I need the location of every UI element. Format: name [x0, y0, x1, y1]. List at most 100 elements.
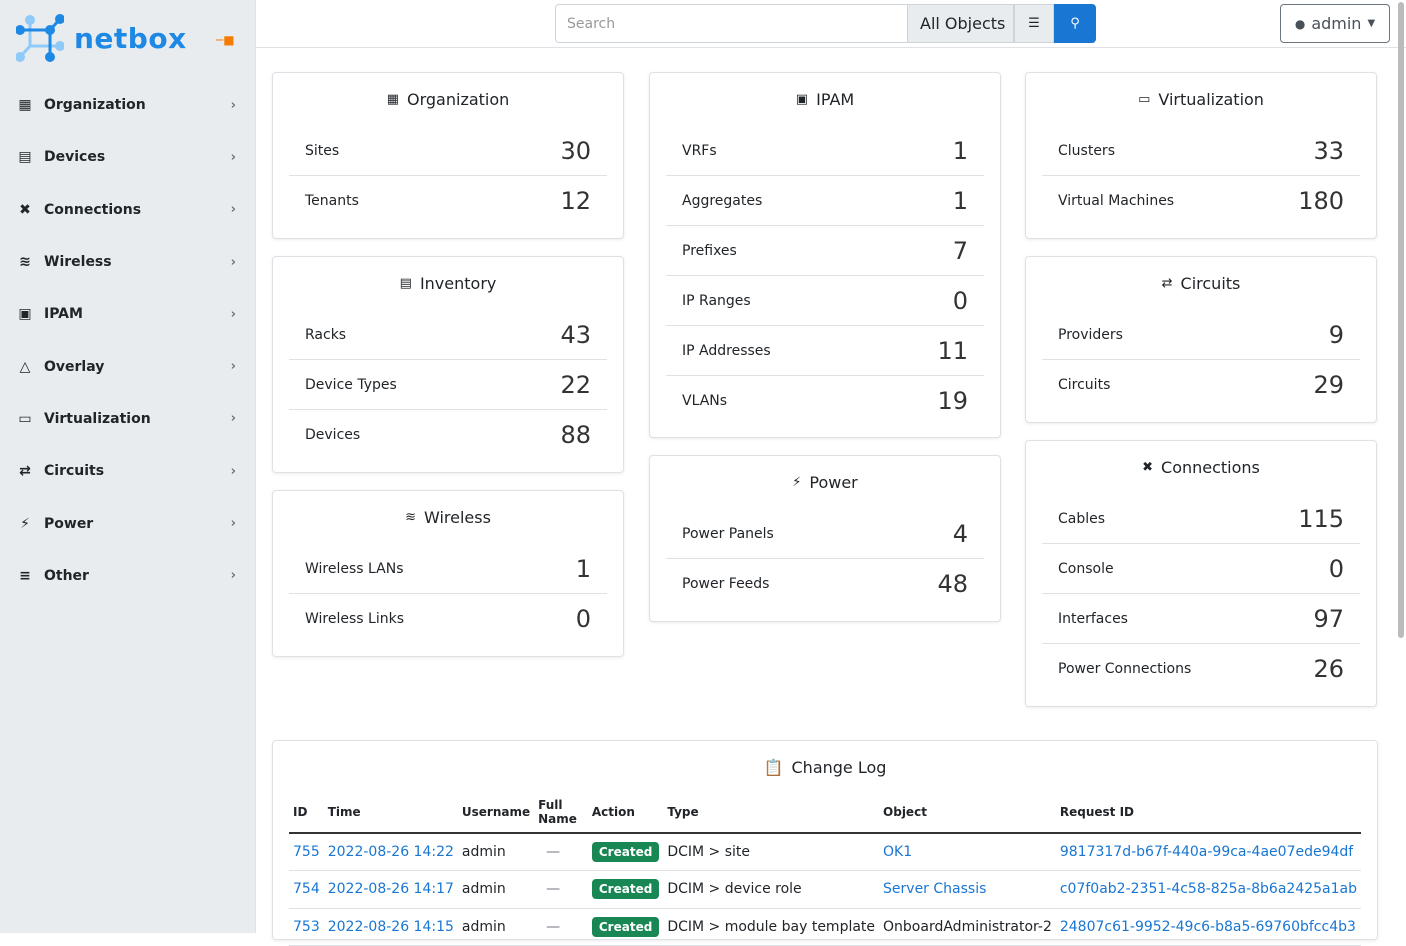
stat-row[interactable]: IP Addresses 11 — [666, 326, 984, 376]
stat-row[interactable]: Wireless Links 0 — [289, 594, 607, 644]
stat-label[interactable]: IP Ranges — [682, 292, 751, 309]
stat-row[interactable]: VLANs 19 — [666, 376, 984, 426]
request-id-link[interactable]: 24807c61-9952-49c6-b8a5-69760bfcc4b3 — [1059, 918, 1356, 935]
transit-icon: ⇄ — [19, 463, 31, 480]
notes-icon: ≡ — [19, 567, 31, 584]
stat-row[interactable]: Device Types 22 — [289, 360, 607, 410]
object-link[interactable]: Server Chassis — [883, 881, 987, 898]
time-link[interactable]: 2022-08-26 14:15 — [327, 918, 454, 935]
filter-button[interactable]: ☰ — [1014, 4, 1054, 43]
domain-icon: ▦ — [18, 97, 32, 114]
card-title: IPAM — [816, 90, 855, 109]
pin-sidebar-icon[interactable]: ─■ — [216, 33, 235, 47]
stat-label[interactable]: Sites — [305, 142, 340, 159]
stat-count: 1 — [575, 554, 591, 583]
object-name: OnboardAdministrator-2 — [883, 918, 1052, 935]
stat-label[interactable]: Circuits — [1058, 377, 1111, 393]
stat-label[interactable]: Console — [1058, 560, 1114, 577]
stat-row[interactable]: VRFs 1 — [666, 126, 984, 176]
object-link[interactable]: OK1 — [883, 844, 913, 860]
sidebar-item-label: IPAM — [44, 306, 83, 323]
stat-label[interactable]: IP Addresses — [682, 342, 771, 359]
request-id-link[interactable]: c07f0ab2-2351-4c58-825a-8b6a2425a1ab — [1059, 881, 1357, 898]
stat-label[interactable]: Tenants — [305, 193, 359, 209]
sidebar-item-connections[interactable]: ✖ Connections › — [0, 184, 256, 236]
id-link[interactable]: 754 — [293, 881, 320, 898]
stat-label[interactable]: Power Connections — [1058, 661, 1192, 677]
username: admin — [457, 833, 535, 871]
sidebar-item-other[interactable]: ≡ Other › — [0, 550, 256, 602]
stat-row[interactable]: Aggregates 1 — [666, 176, 984, 226]
sidebar-item-devices[interactable]: ▤ Devices › — [0, 131, 256, 183]
sidebar-item-organization[interactable]: ▦ Organization › — [0, 79, 256, 131]
type: DCIM > module bay template — [663, 908, 880, 946]
stat-count: 19 — [937, 387, 968, 415]
stat-row[interactable]: Cables 115 — [1042, 494, 1360, 544]
changelog-card: 📋 Change Log ID Time Username Full Name Actio… — [272, 740, 1378, 946]
sidebar-item-overlay[interactable]: △ Overlay › — [0, 340, 256, 392]
netbox-logo[interactable]: netbox — [16, 14, 187, 62]
time-link[interactable]: 2022-08-26 14:17 — [327, 881, 454, 898]
sidebar-item-wireless[interactable]: ≋ Wireless › — [0, 236, 256, 288]
stat-count: 43 — [560, 320, 591, 349]
user-menu-button[interactable]: ● admin ▼ — [1280, 4, 1390, 43]
request-id-link[interactable]: 9817317d-b67f-440a-99ca-4ae07ede94df — [1059, 844, 1354, 860]
stat-label[interactable]: Devices — [305, 427, 361, 443]
card-title: Wireless — [423, 508, 491, 527]
stat-count: 1 — [952, 136, 968, 165]
stat-row[interactable]: Wireless LANs 1 — [289, 544, 607, 594]
stat-label[interactable]: Interfaces — [1058, 610, 1128, 627]
monitor-icon: ▭ — [18, 410, 32, 427]
search-button[interactable]: ⚲ — [1054, 4, 1096, 43]
stat-row[interactable]: Virtual Machines 180 — [1042, 176, 1360, 226]
stat-row[interactable]: Racks 43 — [289, 310, 607, 360]
search-input[interactable]: Search — [555, 4, 908, 43]
stat-row[interactable]: Console 0 — [1042, 544, 1360, 594]
sidebar-item-ipam[interactable]: ▣ IPAM › — [0, 288, 256, 340]
stat-label[interactable]: Providers — [1058, 326, 1123, 343]
stat-row[interactable]: Clusters 33 — [1042, 126, 1360, 176]
flash-icon: ⚡ — [792, 475, 802, 490]
changelog-icon: 📋 — [763, 758, 784, 777]
stat-row[interactable]: Sites 30 — [289, 126, 607, 176]
object-type-select[interactable]: All Objects — [908, 4, 1014, 43]
stat-row[interactable]: Power Connections 26 — [1042, 644, 1360, 694]
id-link[interactable]: 755 — [293, 844, 320, 860]
id-link[interactable]: 753 — [293, 918, 320, 935]
stat-label[interactable]: VLANs — [682, 393, 728, 409]
stat-label[interactable]: Device Types — [305, 376, 397, 393]
stat-count: 0 — [575, 605, 591, 633]
stat-label[interactable]: Wireless Links — [305, 611, 404, 627]
sidebar-item-power[interactable]: ⚡ Power › — [0, 497, 256, 549]
stat-row[interactable]: Devices 88 — [289, 410, 607, 460]
domain-icon: ▦ — [386, 92, 399, 107]
stat-row[interactable]: IP Ranges 0 — [666, 276, 984, 326]
stat-label[interactable]: Power Feeds — [682, 576, 770, 592]
sidebar-item-label: Virtualization — [44, 410, 151, 427]
stat-label[interactable]: Virtual Machines — [1058, 193, 1175, 209]
stat-label[interactable]: Power Panels — [682, 525, 774, 542]
stat-label[interactable]: Cables — [1058, 510, 1106, 527]
stat-count: 22 — [560, 370, 591, 399]
stat-row[interactable]: Circuits 29 — [1042, 360, 1360, 410]
stat-row[interactable]: Prefixes 7 — [666, 226, 984, 276]
stat-label[interactable]: Clusters — [1058, 142, 1115, 159]
stat-label[interactable]: Wireless LANs — [305, 560, 404, 577]
sidebar-item-circuits[interactable]: ⇄ Circuits › — [0, 445, 256, 497]
stat-row[interactable]: Power Feeds 48 — [666, 559, 984, 609]
table-row: 755 2022-08-26 14:22 admin — Created DCIM > s… — [289, 833, 1361, 871]
time-link[interactable]: 2022-08-26 14:22 — [327, 844, 454, 860]
stat-label[interactable]: Aggregates — [682, 192, 763, 209]
stat-row[interactable]: Tenants 12 — [289, 176, 607, 226]
stat-label[interactable]: Racks — [305, 326, 347, 343]
stat-label[interactable]: VRFs — [682, 142, 717, 159]
stat-row[interactable]: Interfaces 97 — [1042, 594, 1360, 644]
scrollbar[interactable] — [1398, 2, 1404, 638]
stat-row[interactable]: Power Panels 4 — [666, 509, 984, 559]
stat-row[interactable]: Providers 9 — [1042, 310, 1360, 360]
sidebar-item-virtualization[interactable]: ▭ Virtualization › — [0, 393, 256, 445]
stat-label[interactable]: Prefixes — [682, 242, 737, 259]
full-name: — — [534, 870, 588, 909]
username: admin — [457, 870, 535, 909]
chevron-right-icon: › — [230, 568, 236, 584]
